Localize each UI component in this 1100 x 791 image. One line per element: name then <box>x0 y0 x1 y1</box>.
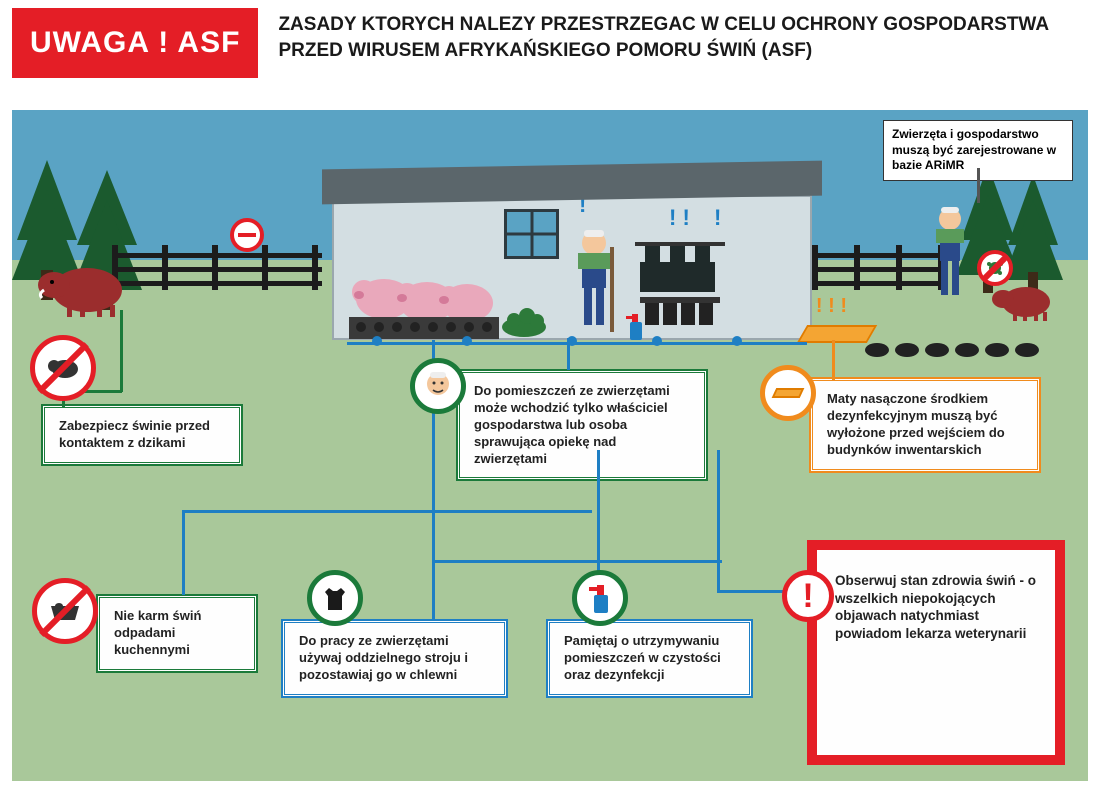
farmer-icon <box>923 205 978 320</box>
page-title: ZASADY KTORYCH NALEZY PRZESTRZEGAC W CEL… <box>278 8 1088 63</box>
alert-badge: UWAGA ! ASF <box>12 8 258 78</box>
connector <box>717 590 787 593</box>
scene: ! ! ! ! ! ! ! Zwierzęta i gospodarstwo m… <box>12 110 1088 781</box>
exclamation-icon: ! ! ! <box>816 295 847 318</box>
box-mats: Maty nasączone środkiem dezynfekcyjnym m… <box>810 378 1040 472</box>
box-clean: Pamiętaj o utrzymywaniu pomieszczeń w cz… <box>547 620 752 697</box>
alert-exclamation-icon: ! <box>782 570 834 622</box>
box-health: Obserwuj stan zdrowia świń - o wszelkich… <box>807 540 1065 765</box>
barn: ! ! ! ! ! ! ! <box>332 165 812 340</box>
pigs-icon <box>349 257 499 337</box>
connector <box>432 560 722 563</box>
connector <box>392 510 592 513</box>
prohibited-icon <box>230 218 264 252</box>
box-health-text: Obserwuj stan zdrowia świń - o wszelkich… <box>835 572 1037 642</box>
disinfection-mat-icon <box>760 365 816 421</box>
box-wildboar: Zabezpiecz świnie przed kontaktem z dzik… <box>42 405 242 465</box>
virus-prohibited-icon <box>977 250 1013 286</box>
wild-boar-icon <box>32 250 132 325</box>
tracks-icon <box>862 335 1062 365</box>
farmer-head-icon <box>410 358 466 414</box>
barn-window <box>504 209 559 259</box>
pig-prohibited-icon <box>30 335 96 401</box>
clothes-rack-icon <box>630 237 730 327</box>
box-foodwaste: Nie karm świń odpadami kuchennymi <box>97 595 257 672</box>
exclamation-icon: ! <box>714 205 721 231</box>
header: UWAGA ! ASF ZASADY KTORYCH NALEZY PRZEST… <box>0 0 1100 82</box>
feed-icon <box>499 302 549 337</box>
connector <box>717 450 720 592</box>
spray-bottle-icon <box>572 570 628 626</box>
fence-icon <box>112 245 322 290</box>
box-access: Do pomieszczeń ze zwierzętami może wchod… <box>457 370 707 480</box>
connector <box>182 510 185 595</box>
barn-wall: ! ! ! ! <box>332 195 812 340</box>
farmer-icon <box>564 227 624 337</box>
exclamation-icon: ! ! <box>669 205 690 231</box>
food-waste-prohibited-icon <box>32 578 98 644</box>
connector <box>977 168 980 203</box>
connector <box>832 340 835 380</box>
shirt-icon <box>307 570 363 626</box>
connector <box>347 342 807 345</box>
connector <box>120 310 123 392</box>
box-clothing: Do pracy ze zwierzętami używaj oddzielne… <box>282 620 507 697</box>
